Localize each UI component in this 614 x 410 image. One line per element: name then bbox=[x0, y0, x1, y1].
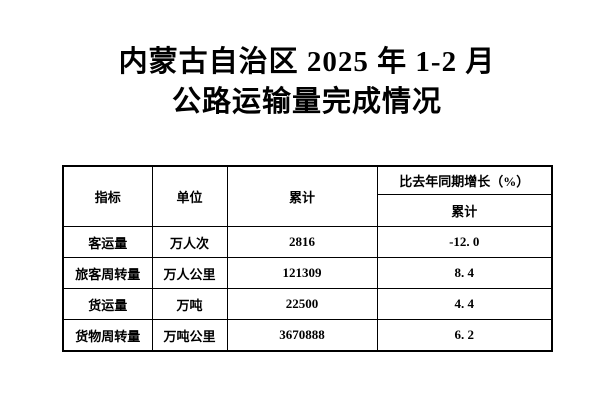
cell-growth: 8. 4 bbox=[376, 257, 553, 289]
cell-unit: 万吨 bbox=[151, 288, 228, 320]
table-row: 旅客周转量 万人公里 121309 8. 4 bbox=[62, 257, 553, 289]
table-header-row: 指标 单位 累计 比去年同期增长（%） bbox=[62, 165, 553, 227]
cell-indicator: 货运量 bbox=[62, 288, 153, 320]
cell-indicator: 旅客周转量 bbox=[62, 257, 153, 289]
col-header-growth-cumulative: 累计 bbox=[376, 194, 553, 227]
cell-cumulative: 121309 bbox=[226, 257, 378, 289]
page-title: 内蒙古自治区 2025 年 1-2 月 公路运输量完成情况 bbox=[0, 42, 614, 122]
col-header-indicator: 指标 bbox=[62, 165, 153, 227]
page-title-line2: 公路运输量完成情况 bbox=[171, 86, 442, 118]
col-header-cumulative: 累计 bbox=[226, 165, 378, 227]
cell-unit: 万人次 bbox=[151, 226, 228, 258]
transport-stats-table: 指标 单位 累计 比去年同期增长（%） 累计 客运量 万人次 2816 -12.… bbox=[62, 165, 553, 352]
cell-growth: 4. 4 bbox=[376, 288, 553, 320]
table-row: 客运量 万人次 2816 -12. 0 bbox=[62, 226, 553, 258]
cell-cumulative: 3670888 bbox=[226, 319, 378, 352]
table-row: 货运量 万吨 22500 4. 4 bbox=[62, 288, 553, 320]
page-title-line1: 内蒙古自治区 2025 年 1-2 月 bbox=[118, 46, 496, 78]
col-header-growth-group: 比去年同期增长（%） bbox=[376, 165, 553, 195]
cell-growth: 6. 2 bbox=[376, 319, 553, 352]
cell-unit: 万人公里 bbox=[151, 257, 228, 289]
cell-cumulative: 22500 bbox=[226, 288, 378, 320]
cell-indicator: 客运量 bbox=[62, 226, 153, 258]
cell-unit: 万吨公里 bbox=[151, 319, 228, 352]
table-row: 货物周转量 万吨公里 3670888 6. 2 bbox=[62, 319, 553, 352]
col-header-unit: 单位 bbox=[151, 165, 228, 227]
cell-cumulative: 2816 bbox=[226, 226, 378, 258]
cell-indicator: 货物周转量 bbox=[62, 319, 153, 352]
table-header-subrow: 累计 bbox=[63, 194, 553, 227]
cell-growth: -12. 0 bbox=[376, 226, 553, 258]
